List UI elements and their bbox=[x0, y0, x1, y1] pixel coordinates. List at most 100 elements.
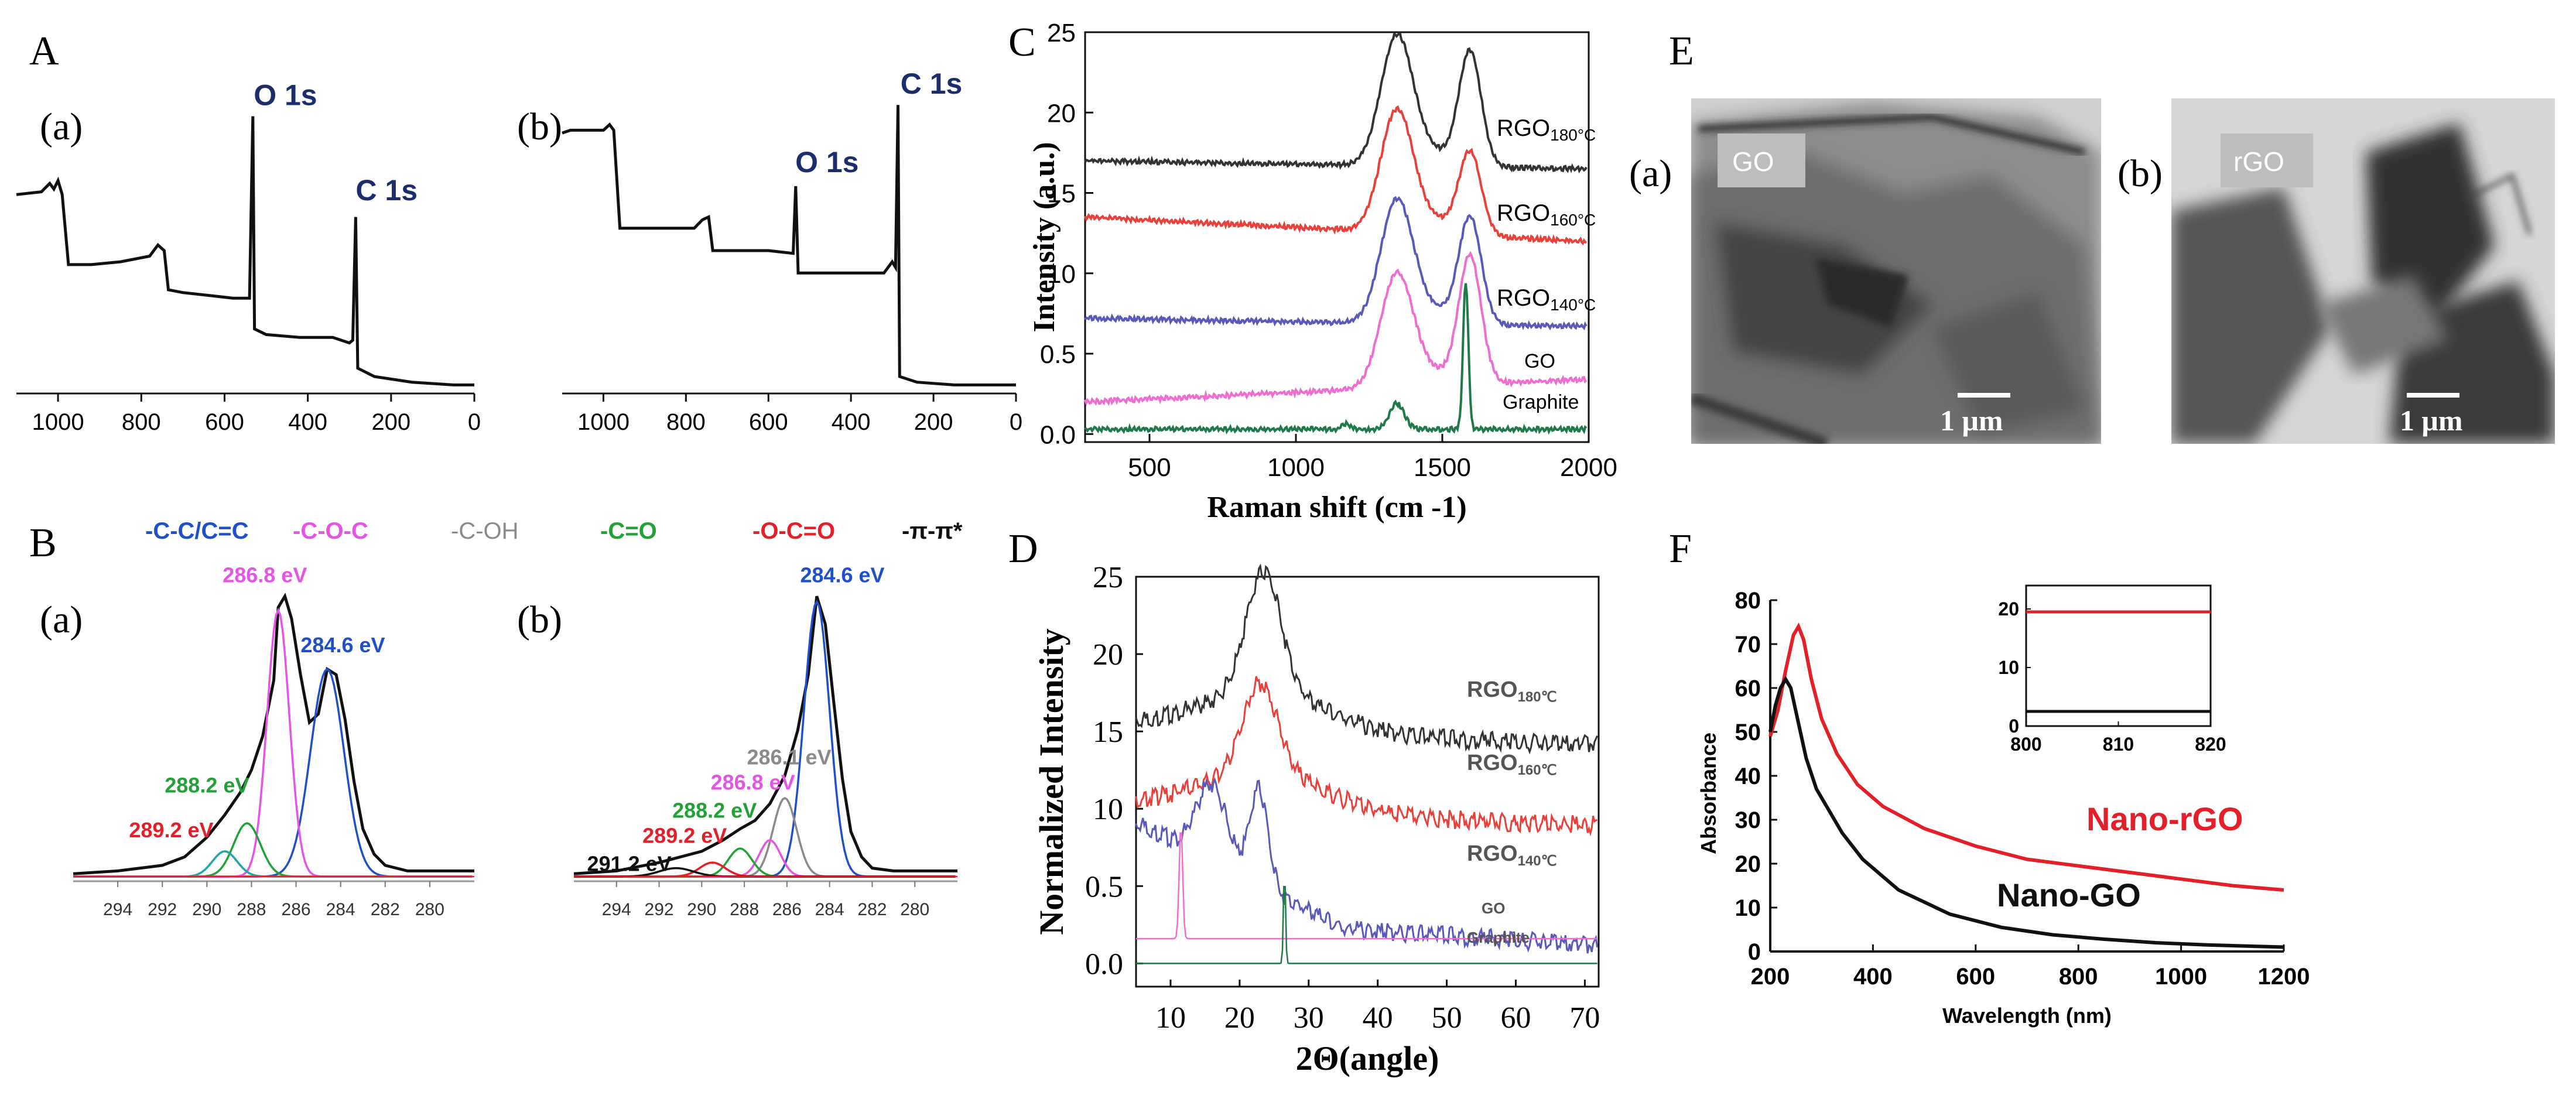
inset-x-tick-label: 810 bbox=[2103, 734, 2134, 755]
survey-line bbox=[16, 116, 474, 386]
x-axis-label: Wavelength (nm) bbox=[1942, 1004, 2112, 1028]
y-tick-label: 30 bbox=[1735, 807, 1761, 833]
x-tick-label: 500 bbox=[1128, 453, 1171, 482]
x-tick-label: 800 bbox=[666, 409, 706, 435]
series-label: RGO180°C bbox=[1497, 115, 1596, 144]
tem-image-go bbox=[1691, 98, 2101, 444]
legend-cc: -C-C/C=C bbox=[145, 518, 249, 544]
inset-y-tick-label: 0 bbox=[2009, 716, 2019, 737]
peak-label: 289.2 eV bbox=[642, 824, 727, 848]
peak-label: C 1s bbox=[355, 174, 418, 207]
legend-coh: -C-OH bbox=[451, 518, 519, 544]
x-tick-label: 288 bbox=[237, 900, 266, 919]
peak-label: 291.2 eV bbox=[587, 851, 672, 875]
y-tick-label: 60 bbox=[1735, 676, 1761, 701]
peak-label: 284.6 eV bbox=[300, 633, 385, 657]
x-tick-label: 282 bbox=[371, 900, 400, 919]
x-tick-label: 280 bbox=[900, 900, 929, 919]
panel-letter-A: A bbox=[29, 29, 59, 74]
y-tick-label: 80 bbox=[1735, 588, 1761, 614]
x-tick-label: 282 bbox=[857, 900, 887, 919]
peak-label: C 1s bbox=[901, 67, 963, 100]
x-tick-label: 600 bbox=[205, 409, 244, 435]
panel-letter-C: C bbox=[1008, 20, 1036, 65]
x-tick-label: 280 bbox=[415, 900, 444, 919]
survey-line bbox=[562, 105, 1016, 386]
x-tick-label: 20 bbox=[1224, 1001, 1255, 1035]
x-tick-label: 294 bbox=[602, 900, 631, 919]
series-label: RGO160℃ bbox=[1467, 751, 1557, 778]
sublabel-E-a: (a) bbox=[1629, 152, 1672, 195]
x-tick-label: 30 bbox=[1294, 1001, 1324, 1035]
x-tick-label: 70 bbox=[1569, 1001, 1600, 1035]
peak-label: 288.2 eV bbox=[672, 798, 757, 822]
xrd-series-4 bbox=[1136, 885, 1597, 964]
chart-raman: 500 1000 1500 2000 0.0 0.5 10 15 20 25 Raman shift… bbox=[1028, 19, 1617, 524]
legend-co: -C=O bbox=[600, 518, 657, 544]
uv-series-Nano-rGO bbox=[1768, 622, 2284, 892]
y-tick-label: 0.0 bbox=[1085, 947, 1123, 981]
x-tick-label: 292 bbox=[148, 900, 177, 919]
xps-legend: -C-C/C=C -C-O-C -C-OH -C=O -O-C=O -π-π* bbox=[145, 518, 963, 544]
x-axis-label: Raman shift (cm -1) bbox=[1207, 491, 1466, 524]
chart-uvvis: 200 400 600 800 1000 120001020304050607080Wav… bbox=[1696, 584, 2310, 1028]
peak-label: 289.2 eV bbox=[129, 818, 213, 842]
y-tick-label: 20 bbox=[1047, 99, 1076, 128]
raman-series-3 bbox=[1084, 251, 1588, 406]
series-label: RGO140℃ bbox=[1467, 841, 1557, 869]
x-tick-label: 800 bbox=[2059, 964, 2098, 990]
y-axis-label: Absorbance bbox=[1696, 733, 1720, 854]
tem-tag-rgo: rGO bbox=[2233, 146, 2284, 177]
x-tick-label: 292 bbox=[645, 900, 674, 919]
raman-series-0 bbox=[1084, 32, 1588, 173]
component-peak-C=C bbox=[574, 600, 956, 878]
xrd-series-1 bbox=[1135, 676, 1597, 837]
x-tick-label: 290 bbox=[192, 900, 221, 919]
x-tick-label: 400 bbox=[1853, 964, 1893, 990]
chart-xps-c1s-a: 294 292 290 288 286 284 282 280 286.8 eV 284.6 eV… bbox=[73, 563, 474, 919]
x-tick-label: 288 bbox=[730, 900, 759, 919]
peak-label: 286.1 eV bbox=[747, 745, 831, 769]
inset-y-tick-label: 10 bbox=[1998, 657, 2019, 678]
panel-letter-B: B bbox=[29, 521, 57, 566]
legend-coc: -C-O-C bbox=[293, 518, 368, 544]
y-tick-label: 10 bbox=[1093, 793, 1123, 826]
raman-series-2 bbox=[1084, 196, 1588, 331]
panel-letter-E: E bbox=[1669, 29, 1694, 74]
y-tick-label: 10 bbox=[1047, 260, 1076, 289]
x-tick-label: 200 bbox=[371, 409, 410, 435]
x-tick-label: 1500 bbox=[1414, 453, 1471, 482]
inset-y-tick-label: 20 bbox=[1998, 598, 2019, 619]
x-tick-label: 0 bbox=[468, 409, 481, 435]
x-tick-label: 1000 bbox=[2155, 964, 2207, 990]
xrd-series-2 bbox=[1135, 777, 1599, 954]
series-label: RGO180℃ bbox=[1467, 677, 1557, 705]
tem-tag-rgo-box bbox=[2221, 134, 2313, 187]
peak-label: 286.8 eV bbox=[223, 563, 307, 587]
peak-label: 286.8 eV bbox=[711, 771, 795, 795]
x-tick-label: 200 bbox=[914, 409, 953, 435]
x-tick-label: 200 bbox=[1751, 964, 1790, 990]
y-tick-label: 40 bbox=[1735, 764, 1761, 789]
sublabel-A-a: (a) bbox=[40, 105, 83, 148]
chart-xrd: 10 20 30 40 50 60 70 0.0 0.5 10 15 20 25 2Θ(angle) Nor… bbox=[1032, 561, 1600, 1077]
tem-scalebar-go bbox=[1958, 393, 2010, 398]
x-tick-label: 286 bbox=[282, 900, 311, 919]
uv-series-Nano-GO bbox=[1768, 676, 2284, 949]
series-label: RGO160°C bbox=[1497, 200, 1596, 229]
tem-scalebar-rgo-label: 1 μm bbox=[2400, 404, 2463, 437]
sublabel-B-a: (a) bbox=[40, 598, 83, 641]
sublabel-E-b: (b) bbox=[2117, 152, 2163, 195]
inset-x-tick-label: 800 bbox=[2010, 734, 2041, 755]
y-tick-label: 70 bbox=[1735, 632, 1761, 658]
envelope-line bbox=[573, 595, 957, 875]
y-tick-label: 10 bbox=[1735, 895, 1761, 921]
y-tick-label: 50 bbox=[1735, 720, 1761, 745]
plot-frame bbox=[1084, 31, 1590, 443]
x-tick-label: 400 bbox=[288, 409, 327, 435]
x-tick-label: 1000 bbox=[32, 409, 84, 435]
x-tick-label: 60 bbox=[1501, 1001, 1531, 1035]
x-tick-label: 400 bbox=[832, 409, 871, 435]
x-tick-label: 290 bbox=[687, 900, 716, 919]
